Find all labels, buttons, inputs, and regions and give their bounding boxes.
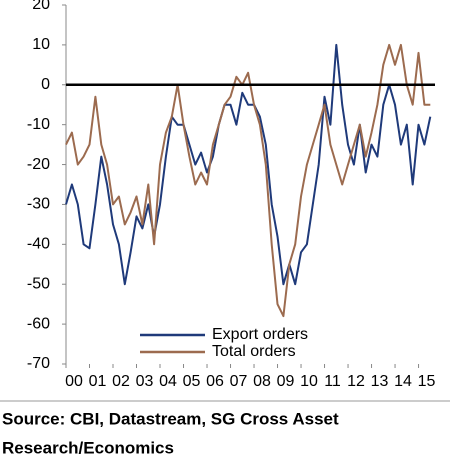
x-tick-label: 00 [65, 373, 83, 390]
x-tick-label: 13 [371, 373, 389, 390]
source-line: Research/Economics [2, 438, 174, 457]
y-tick-label: 20 [32, 0, 50, 13]
series-line [65, 43, 432, 286]
x-tick-label: 02 [112, 373, 130, 390]
x-tick-label: 10 [300, 373, 318, 390]
y-tick-label: -60 [27, 315, 50, 332]
x-tick-label: 15 [418, 373, 436, 390]
x-tick-label: 03 [136, 373, 154, 390]
y-tick-label: -40 [27, 236, 50, 253]
y-tick-label: 0 [41, 76, 50, 93]
x-tick-label: 11 [324, 373, 341, 390]
source-line: Source: CBI, Datastream, SG Cross Asset [2, 409, 339, 428]
y-tick-label: -20 [27, 156, 50, 173]
x-tick-label: 05 [183, 373, 201, 390]
y-tick-label: 10 [32, 36, 50, 53]
x-tick-label: 04 [159, 373, 177, 390]
series-line [65, 43, 431, 318]
x-tick-label: 14 [394, 373, 412, 390]
y-tick-label: -70 [27, 355, 50, 372]
y-tick-label: -50 [27, 275, 50, 292]
y-tick-label: -30 [27, 196, 50, 213]
x-tick-label: 08 [253, 373, 271, 390]
x-tick-label: 09 [277, 373, 295, 390]
legend-label: Total orders [212, 343, 296, 360]
x-tick-label: 12 [347, 373, 365, 390]
x-tick-label: 01 [89, 373, 107, 390]
y-tick-label: -10 [27, 116, 50, 133]
legend-label: Export orders [212, 326, 308, 343]
x-tick-label: 07 [230, 373, 248, 390]
x-tick-label: 06 [206, 373, 224, 390]
